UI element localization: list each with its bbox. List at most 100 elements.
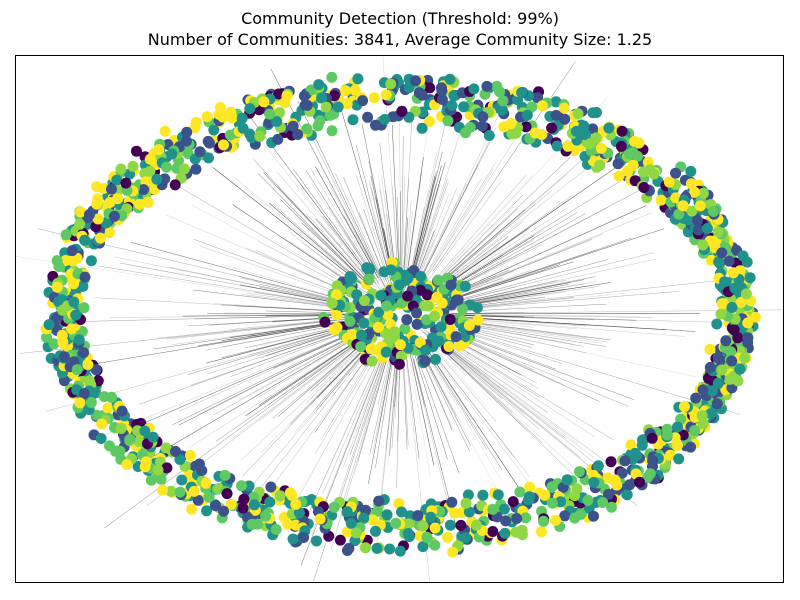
graph-edge: [230, 333, 343, 377]
graph-edge: [191, 204, 345, 288]
graph-edge: [463, 293, 625, 309]
graph-node: [396, 506, 407, 518]
graph-edge: [314, 353, 370, 433]
graph-node: [497, 95, 509, 107]
graph-edge: [253, 159, 362, 276]
graph-node: [410, 75, 421, 87]
graph-node: [115, 163, 127, 175]
graph-node: [740, 288, 752, 300]
graph-node: [159, 125, 171, 137]
graph-edge: [213, 335, 359, 416]
graph-node: [248, 499, 260, 511]
graph-edge: [442, 344, 581, 458]
graph-node: [385, 78, 397, 90]
graph-edge: [397, 360, 400, 442]
graph-node: [424, 116, 435, 127]
graph-edge: [410, 347, 425, 406]
graph-edge: [287, 207, 362, 281]
graph-edge: [298, 185, 366, 274]
graph-edge: [408, 172, 422, 265]
graph-node: [592, 460, 604, 472]
graph-node: [68, 296, 80, 308]
graph-edge: [258, 173, 361, 278]
graph-edge: [433, 61, 576, 272]
graph-node: [218, 139, 229, 151]
graph-edge: [428, 286, 600, 311]
figure-subtitle: Number of Communities: 3841, Average Com…: [147, 30, 653, 49]
graph-node: [274, 107, 286, 119]
graph-edge: [208, 317, 334, 326]
graph-node: [287, 533, 299, 545]
graph-node: [602, 488, 614, 500]
graph-node: [372, 321, 384, 333]
graph-edge: [441, 348, 529, 432]
graph-node: [424, 82, 436, 94]
graph-node: [726, 302, 738, 313]
graph-node: [78, 302, 90, 314]
graph-edge: [420, 116, 498, 278]
graph-node: [672, 421, 683, 433]
graph-edge: [442, 156, 571, 279]
graph-edge: [446, 207, 568, 288]
graph-edge: [104, 346, 352, 529]
graph-edge: [446, 207, 609, 293]
graph-edge: [438, 212, 653, 301]
graph-node: [536, 129, 548, 140]
graph-edge: [254, 292, 339, 306]
graph-node: [225, 498, 237, 510]
graph-edge: [422, 343, 467, 410]
graph-node: [559, 510, 571, 522]
graph-node: [393, 279, 405, 291]
graph-node: [559, 113, 571, 125]
graph-node: [341, 506, 353, 518]
graph-node: [689, 186, 701, 198]
graph-edge: [399, 119, 401, 293]
graph-node: [619, 455, 631, 467]
graph-node: [387, 111, 399, 123]
graph-node: [685, 165, 697, 177]
graph-edge: [170, 320, 345, 345]
graph-node: [481, 80, 493, 92]
graph-node: [190, 163, 202, 175]
graph-node: [520, 512, 532, 524]
graph-edge: [445, 174, 567, 280]
graph-node: [106, 183, 117, 195]
graph-edge: [338, 101, 395, 295]
graph-node: [404, 510, 416, 522]
graph-edge: [417, 183, 467, 284]
graph-edge: [187, 329, 341, 375]
graph-node: [202, 135, 214, 147]
graph-node: [573, 466, 585, 478]
graph-node: [389, 326, 401, 338]
graph-node: [244, 103, 256, 115]
graph-node: [416, 89, 428, 101]
graph-node: [551, 140, 563, 152]
graph-edge: [245, 334, 366, 417]
graph-node: [492, 489, 504, 501]
graph-node: [462, 489, 474, 501]
graph-node: [290, 498, 302, 510]
graph-node: [196, 465, 208, 476]
graph-node: [85, 397, 97, 408]
graph-node: [238, 493, 250, 505]
graph-edge: [437, 208, 519, 285]
graph-edge: [449, 195, 572, 284]
graph-edge: [238, 336, 356, 401]
graph-node: [95, 433, 107, 444]
graph-node: [356, 329, 368, 341]
graph-node: [213, 108, 225, 120]
graph-node: [494, 86, 506, 98]
graph-edge: [446, 344, 579, 444]
graph-edge: [405, 352, 430, 582]
graph-edge: [375, 352, 395, 468]
graph-node: [450, 331, 462, 343]
graph-node: [507, 496, 519, 508]
graph-node: [384, 543, 396, 555]
graph-edge: [396, 348, 401, 488]
graph-node: [697, 187, 709, 199]
graph-node: [311, 535, 322, 547]
graph-node: [476, 120, 488, 132]
graph-node: [142, 196, 154, 208]
graph-node: [282, 518, 294, 530]
graph-node: [415, 271, 427, 282]
